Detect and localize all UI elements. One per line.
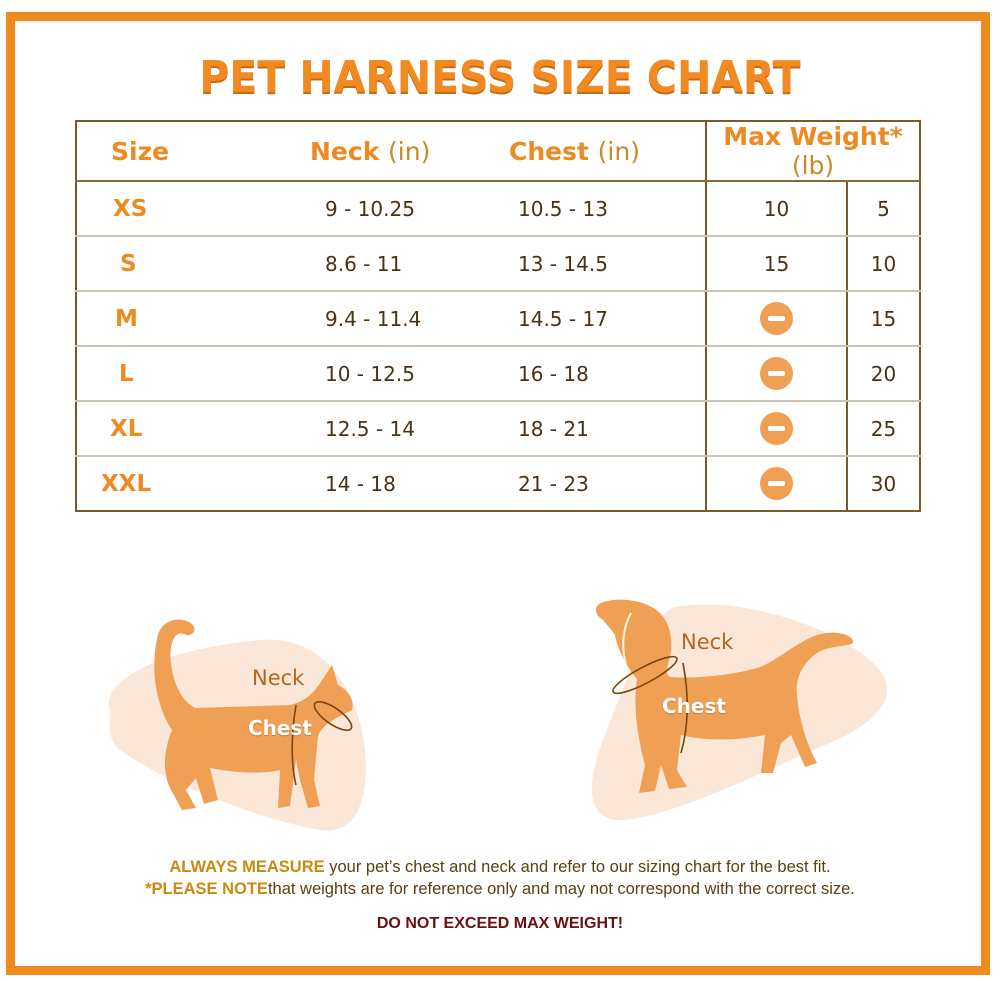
header-size: Size xyxy=(76,121,310,182)
cat-illustration: Neck Chest xyxy=(100,610,400,840)
weight-value-b: 20 xyxy=(847,346,920,402)
chest-value: 10.5 - 13 xyxy=(518,196,608,221)
neck-value: 12.5 - 14 xyxy=(325,416,415,441)
header-neck: Neck (in) xyxy=(310,121,505,182)
neck-value: 14 - 18 xyxy=(325,471,396,496)
size-label: S xyxy=(120,250,137,277)
size-table: Size Neck (in) Chest (in) Max Weight* (l… xyxy=(75,120,921,512)
cat-chest-label: Chest xyxy=(248,716,312,740)
weight-value-b: 25 xyxy=(847,401,920,457)
table-row: S 8.6 - 11 13 - 14.5 15 10 xyxy=(76,236,920,292)
minus-circle-icon xyxy=(760,467,793,500)
chest-value: 21 - 23 xyxy=(518,471,589,496)
weight-value-b: 5 xyxy=(847,181,920,237)
weight-value-b: 10 xyxy=(847,236,920,292)
dog-silhouette-icon xyxy=(591,599,887,821)
neck-value: 10 - 12.5 xyxy=(325,361,415,386)
table-row: XS 9 - 10.25 10.5 - 13 10 5 xyxy=(76,181,920,237)
chest-value: 16 - 18 xyxy=(518,361,589,386)
table-row: XXL 14 - 18 21 - 23 30 xyxy=(76,456,920,511)
size-label: L xyxy=(119,360,134,387)
cat-neck-label: Neck xyxy=(252,666,305,690)
dog-chest-label: Chest xyxy=(662,694,726,718)
dog-neck-label: Neck xyxy=(681,630,734,654)
table-row: XL 12.5 - 14 18 - 21 25 xyxy=(76,401,920,457)
neck-value: 8.6 - 11 xyxy=(325,251,403,276)
weight-value-a: 10 xyxy=(706,181,848,237)
size-label: M xyxy=(115,305,138,332)
minus-circle-icon xyxy=(760,412,793,445)
chest-value: 13 - 14.5 xyxy=(518,251,608,276)
weight-value-b: 15 xyxy=(847,291,920,347)
note-always-measure: ALWAYS MEASURE your pet’s chest and neck… xyxy=(169,858,831,876)
cat-silhouette-icon xyxy=(108,619,366,831)
table-row: M 9.4 - 11.4 14.5 - 17 15 xyxy=(76,291,920,347)
header-max-weight: Max Weight* (lb) xyxy=(706,121,920,182)
table-row: L 10 - 12.5 16 - 18 20 xyxy=(76,346,920,402)
size-label: XS xyxy=(113,195,148,222)
minus-circle-icon xyxy=(760,302,793,335)
table-header-row: Size Neck (in) Chest (in) Max Weight* (l… xyxy=(76,121,920,182)
size-label: XL xyxy=(110,415,143,442)
dog-illustration: Neck Chest xyxy=(585,595,895,830)
chest-value: 14.5 - 17 xyxy=(518,306,608,331)
page-title: PET HARNESS SIZE CHART xyxy=(199,52,801,103)
neck-value: 9.4 - 11.4 xyxy=(325,306,422,331)
header-chest: Chest (in) xyxy=(505,121,707,182)
minus-circle-icon xyxy=(760,357,793,390)
size-label: XXL xyxy=(101,470,152,497)
weight-value-a: 15 xyxy=(706,236,848,292)
note-please-note: *PLEASE NOTEthat weights are for referen… xyxy=(145,880,855,898)
chest-value: 18 - 21 xyxy=(518,416,589,441)
max-weight-warning: DO NOT EXCEED MAX WEIGHT! xyxy=(376,915,624,932)
weight-value-b: 30 xyxy=(870,471,897,496)
neck-value: 9 - 10.25 xyxy=(325,196,415,221)
